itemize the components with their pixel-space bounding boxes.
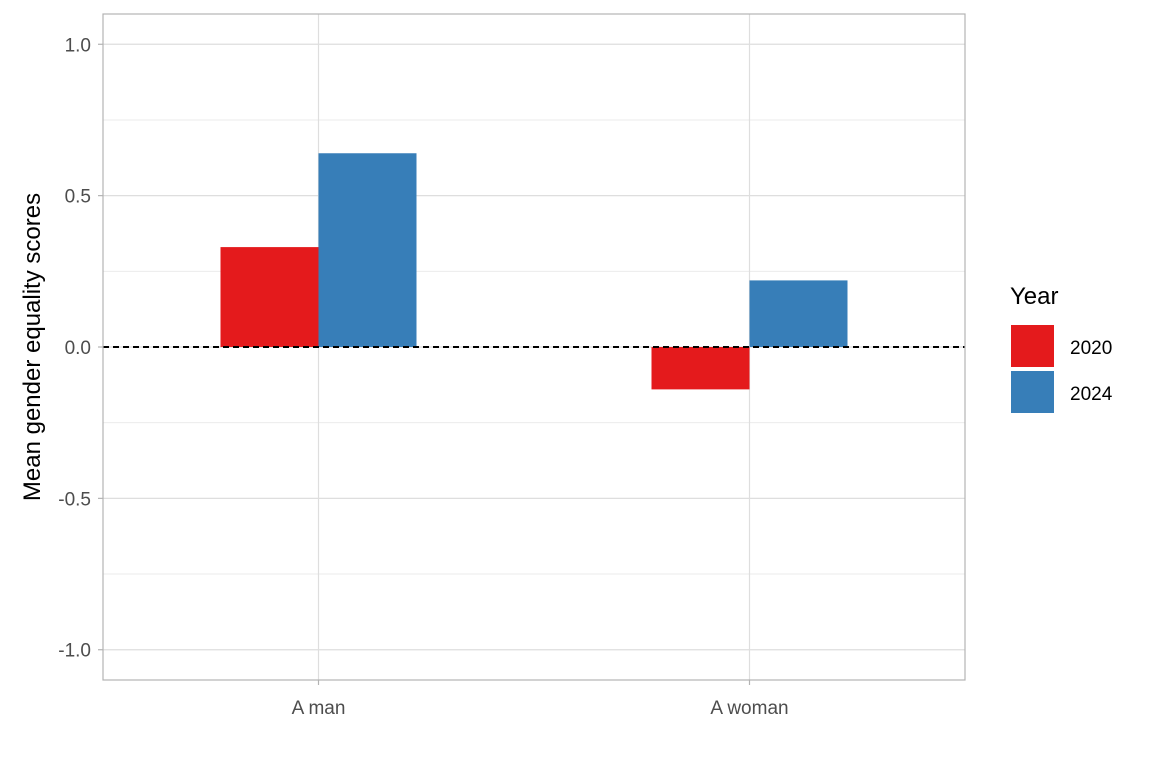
y-axis-ticks: -1.0 -0.5 0.0 0.5 1.0 xyxy=(58,35,103,662)
legend: Year 2020 2024 xyxy=(1010,283,1113,413)
bar-2024-0 xyxy=(318,153,417,347)
x-axis-ticks: A man A woman xyxy=(292,680,789,719)
legend-items: 2020 2024 xyxy=(1011,325,1113,413)
bars xyxy=(220,153,848,390)
bar-2020-0 xyxy=(220,247,319,347)
legend-label-2020: 2020 xyxy=(1070,338,1112,359)
legend-key-2024 xyxy=(1011,371,1054,413)
x-tick-label: A man xyxy=(292,698,346,719)
y-tick-label: 0.0 xyxy=(65,338,91,359)
bar-2024-1 xyxy=(749,280,848,347)
bar-2020-1 xyxy=(651,347,750,390)
x-tick-label: A woman xyxy=(710,698,788,719)
y-tick-label: -1.0 xyxy=(58,641,91,662)
legend-label-2024: 2024 xyxy=(1070,384,1113,405)
y-axis-title: Mean gender equality scores xyxy=(19,193,46,501)
y-tick-label: -0.5 xyxy=(58,489,91,510)
legend-key-2020 xyxy=(1011,325,1054,367)
y-tick-label: 0.5 xyxy=(65,187,91,208)
legend-title: Year xyxy=(1010,283,1059,310)
y-tick-label: 1.0 xyxy=(65,35,91,56)
